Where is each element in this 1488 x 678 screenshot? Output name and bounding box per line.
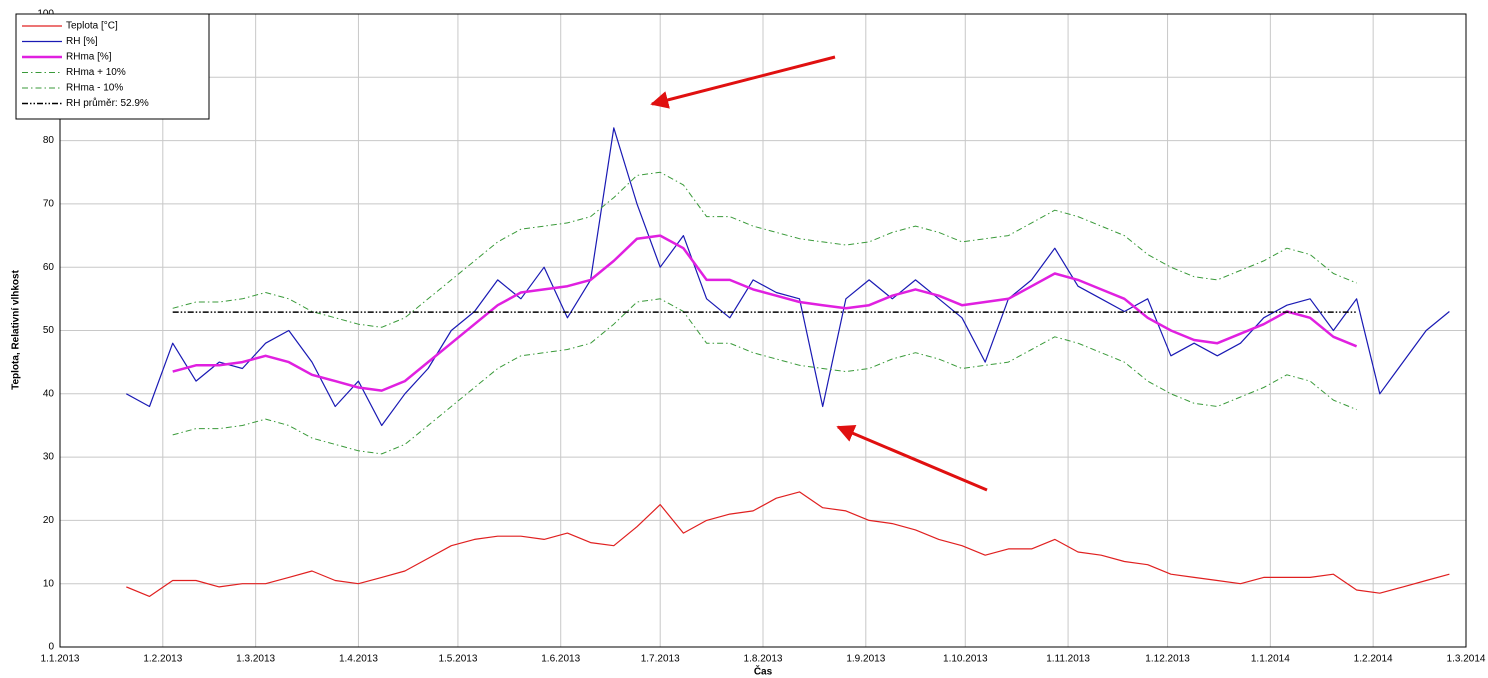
y-tick-label: 80 — [43, 135, 55, 146]
legend-label: RH průměr: 52.9% — [66, 97, 149, 109]
y-tick-label: 40 — [43, 388, 55, 399]
lines — [126, 127, 1450, 597]
arrow — [836, 425, 988, 492]
x-tick-label: 1.11.2013 — [1046, 654, 1090, 665]
x-tick-label: 1.10.2013 — [943, 654, 988, 665]
y-tick-label: 20 — [43, 515, 55, 526]
series-line — [126, 491, 1450, 597]
x-tick-label: 1.8.2013 — [744, 654, 783, 665]
series-line — [172, 171, 1357, 328]
x-tick-label: 1.3.2013 — [236, 654, 275, 665]
legend-label: Teplota [°C] — [66, 21, 118, 32]
grid: 01020304050607080901001.1.20131.2.20131.… — [37, 9, 1486, 665]
legend-label: RHma - 10% — [66, 83, 123, 94]
legend-label: RHma + 10% — [66, 67, 126, 78]
y-tick-label: 0 — [48, 642, 54, 653]
x-tick-label: 1.3.2014 — [1447, 654, 1486, 665]
x-tick-label: 1.4.2013 — [339, 654, 378, 665]
x-tick-label: 1.1.2014 — [1251, 654, 1290, 665]
x-tick-label: 1.1.2013 — [41, 654, 80, 665]
legend-label: RHma [%] — [66, 52, 112, 63]
series-line — [172, 234, 1358, 392]
legend-label: RH [%] — [66, 36, 98, 47]
series-line — [126, 127, 1450, 427]
x-tick-label: 1.12.2013 — [1145, 654, 1190, 665]
series-line — [172, 298, 1357, 455]
x-tick-label: 1.7.2013 — [641, 654, 680, 665]
y-tick-label: 60 — [43, 262, 55, 273]
y-tick-label: 10 — [43, 578, 55, 589]
x-tick-label: 1.5.2013 — [438, 654, 477, 665]
x-tick-label: 1.2.2014 — [1354, 654, 1393, 665]
x-tick-label: 1.2.2013 — [143, 654, 182, 665]
y-tick-label: 70 — [43, 199, 55, 210]
y-tick-label: 50 — [43, 325, 55, 336]
arrow — [650, 55, 836, 109]
x-tick-label: 1.9.2013 — [846, 654, 885, 665]
plot-frame — [59, 13, 1467, 648]
legend-box — [15, 13, 210, 120]
legend: Teplota [°C] RH [%] RHma [%] RHma + 10% RHma… — [15, 13, 210, 120]
y-tick-label: 30 — [43, 452, 55, 463]
x-axis-label: Čas — [754, 665, 773, 678]
x-tick-label: 1.6.2013 — [541, 654, 580, 665]
y-axis-label: Teplota, Relativní vlhkost — [11, 269, 22, 390]
